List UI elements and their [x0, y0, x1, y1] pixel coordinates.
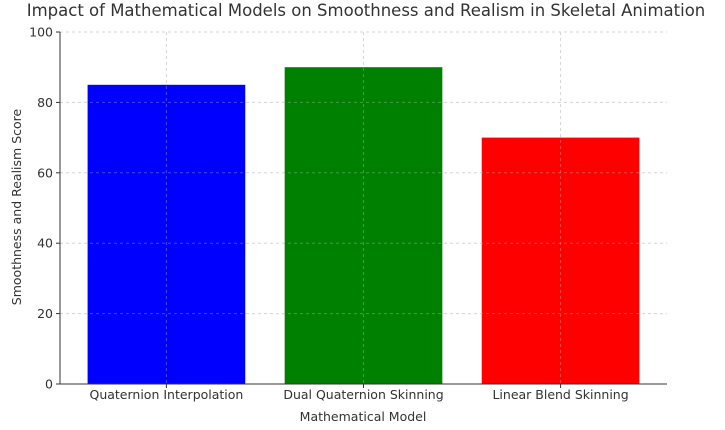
y-axis-label: Smoothness and Realism Score	[9, 108, 24, 305]
y-tick-label: 20	[37, 306, 53, 321]
bar-1	[284, 67, 443, 384]
y-tick-label: 60	[37, 165, 53, 180]
bars	[60, 31, 667, 385]
y-ticks: 0 20 40 60 80 100	[29, 25, 60, 392]
y-tick-label: 100	[29, 25, 53, 40]
x-tick-label: Linear Blend Skinning	[492, 387, 628, 402]
bar-0	[87, 84, 246, 385]
y-tick-label: 0	[45, 377, 53, 392]
y-tick-label: 80	[37, 95, 53, 110]
x-ticks: Quaternion Interpolation Dual Quaternion …	[89, 384, 629, 402]
chart-title: Impact of Mathematical Models on Smoothn…	[27, 1, 706, 20]
x-axis-label: Mathematical Model	[300, 409, 427, 424]
x-tick-label: Dual Quaternion Skinning	[283, 387, 443, 402]
bar-2	[481, 137, 640, 384]
x-tick-label: Quaternion Interpolation	[89, 387, 243, 402]
y-tick-label: 40	[37, 236, 53, 251]
